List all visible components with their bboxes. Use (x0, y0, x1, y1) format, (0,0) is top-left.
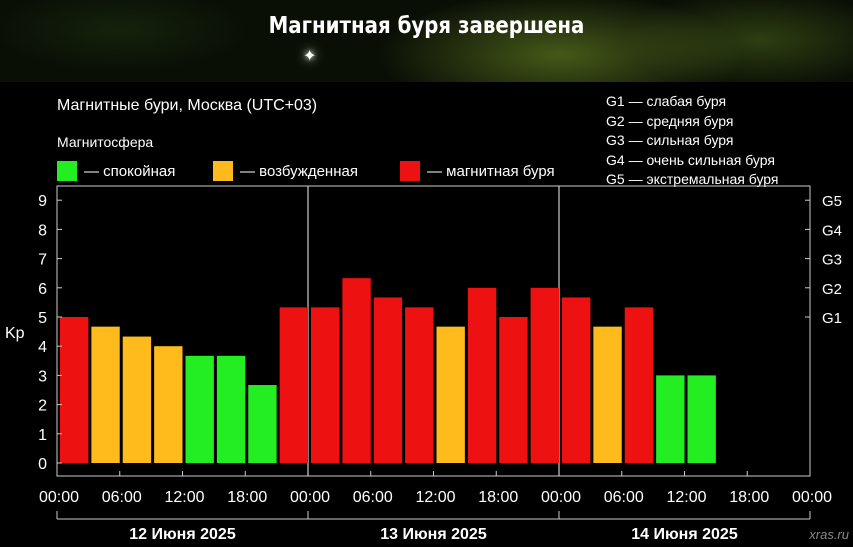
g-scale-item: G1 — слабая буря (606, 93, 727, 109)
g-level-label: G2 (822, 281, 842, 298)
kp-bar (624, 307, 654, 463)
x-tick-label: 06:00 (353, 489, 393, 506)
g-level-label: G3 (822, 252, 842, 269)
g-scale-legend: G1 — слабая буря G2 — средняя буря G3 — … (606, 92, 779, 190)
header-banner: Магнитная буря завершена ✦ (0, 0, 853, 82)
g-scale-item: G3 — сильная буря (606, 132, 734, 149)
day-label: 12 Июня 2025 (129, 526, 236, 543)
kp-bar (562, 297, 591, 463)
kp-bar (405, 307, 434, 463)
x-tick-label: 00:00 (290, 489, 330, 506)
x-tick-label: 12:00 (415, 489, 455, 506)
y-tick-label: 8 (38, 222, 47, 239)
x-tick-label: 00:00 (541, 489, 581, 506)
x-tick-label: 12:00 (666, 489, 706, 506)
x-tick-label: 12:00 (164, 489, 204, 506)
x-tick-label: 06:00 (604, 489, 644, 506)
y-tick-label: 0 (38, 456, 47, 473)
day-label: 14 Июня 2025 (631, 526, 738, 543)
x-tick-label: 18:00 (227, 489, 267, 506)
y-tick-label: 4 (38, 339, 47, 356)
legend-item-excited: — возбужденная (213, 160, 358, 182)
y-tick-label: 1 (38, 427, 47, 444)
kp-bar (436, 326, 465, 463)
g-level-label: G4 (822, 222, 842, 239)
watermark: xras.ru (809, 527, 849, 542)
kp-bar (154, 346, 183, 463)
g-scale-item: G4 — очень сильная буря (606, 151, 775, 168)
kp-bar (122, 336, 152, 463)
legend-label-calm: — спокойная (84, 162, 176, 180)
kp-bar (687, 375, 716, 463)
kp-bar (467, 287, 497, 463)
y-tick-label: 6 (38, 281, 47, 298)
x-tick-label: 00:00 (39, 489, 79, 506)
x-tick-label: 00:00 (792, 489, 832, 506)
kp-bar (248, 385, 277, 463)
chart-title: Магнитные бури, Москва (UTC+03) (57, 97, 318, 114)
legend-swatch-excited (213, 161, 233, 181)
day-label: 13 Июня 2025 (380, 526, 487, 543)
kp-bar (311, 307, 340, 463)
legend-heading: Магнитосфера (57, 134, 154, 150)
legend-label-excited: — возбужденная (240, 162, 358, 180)
x-tick-label: 18:00 (478, 489, 518, 506)
y-tick-label: 9 (38, 193, 47, 210)
kp-bar (279, 307, 308, 463)
legend-swatch-calm (57, 161, 77, 181)
legend-item-storm: — магнитная буря (400, 160, 555, 182)
x-tick-label: 18:00 (729, 489, 769, 506)
legend-item-calm: — спокойная (57, 160, 175, 182)
kp-bar (91, 326, 120, 463)
y-tick-label: 5 (38, 310, 47, 327)
legend-swatch-storm (400, 161, 420, 181)
g-level-label: G1 (822, 310, 842, 327)
kp-bar (60, 317, 89, 463)
kp-bar (593, 326, 622, 463)
y-tick-label: 3 (38, 368, 47, 385)
kp-bar (499, 317, 528, 463)
y-axis-label: Kp (5, 325, 25, 342)
g-scale-item: G5 — экстремальная буря (606, 171, 779, 188)
y-tick-label: 7 (38, 252, 47, 269)
g-level-label: G5 (822, 193, 842, 210)
kp-bar (216, 355, 246, 463)
g-scale-item: G2 — средняя буря (606, 112, 734, 129)
kp-bar (373, 297, 403, 463)
kp-bar (185, 355, 214, 463)
kp-bar (656, 375, 685, 463)
star-icon: ✦ (303, 48, 317, 65)
x-tick-label: 06:00 (102, 489, 142, 506)
page-title: Магнитная буря завершена (268, 13, 585, 39)
kp-bar (342, 278, 371, 463)
kp-bar (530, 287, 559, 463)
legend-label-storm: — магнитная буря (427, 162, 555, 180)
y-tick-label: 2 (38, 398, 47, 415)
